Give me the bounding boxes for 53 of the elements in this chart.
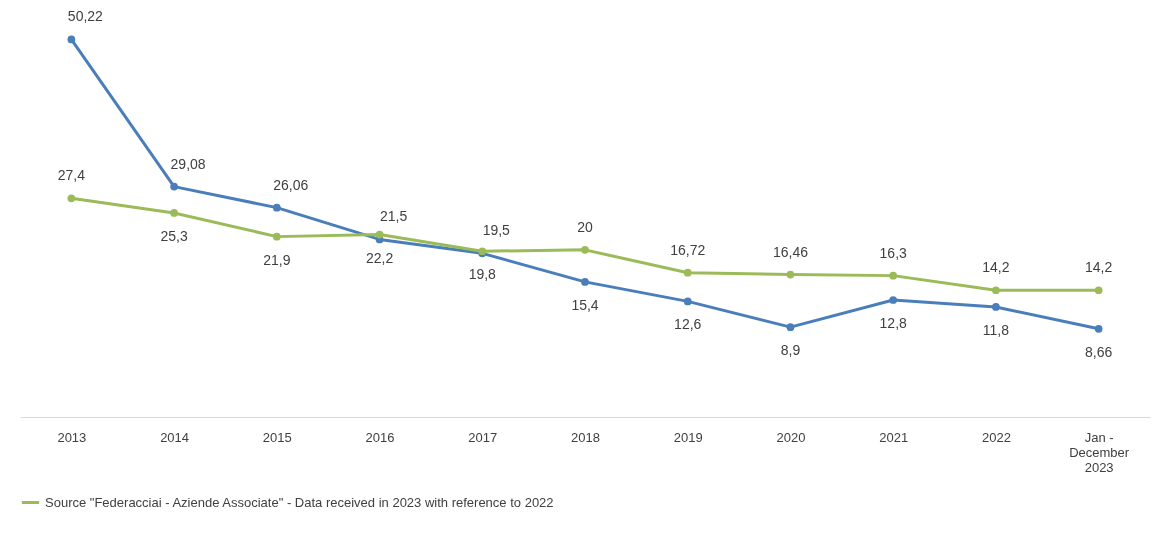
- data-label: 16,46: [772, 243, 809, 260]
- point: [1094, 286, 1103, 295]
- x-tick-label: 2015: [262, 429, 292, 445]
- x-tick-label: 2017: [468, 429, 498, 445]
- data-label: 50,22: [67, 8, 104, 25]
- data-label: 26,06: [273, 176, 309, 193]
- point: [992, 303, 1000, 311]
- x-tick-label: Jan - December 2023: [1069, 429, 1130, 475]
- point: [786, 323, 795, 332]
- data-label: 15,4: [571, 296, 599, 313]
- x-tick-label: 2013: [57, 429, 87, 445]
- point: [67, 35, 76, 44]
- data-label: 11,8: [982, 321, 1010, 338]
- x-tick-label: 2018: [571, 429, 600, 445]
- point: [889, 271, 898, 280]
- data-label: 14,2: [1085, 259, 1113, 276]
- point: [170, 182, 178, 191]
- point: [375, 230, 384, 239]
- point: [170, 209, 178, 217]
- point: [889, 296, 898, 304]
- point: [581, 245, 589, 254]
- point: [1094, 324, 1103, 333]
- x-tick-label: 2022: [981, 429, 1011, 445]
- x-tick-label: 2021: [879, 429, 909, 445]
- point: [272, 203, 281, 212]
- point: [67, 194, 76, 203]
- x-tick-label: 2016: [365, 429, 395, 445]
- data-label: 25,3: [160, 227, 188, 244]
- point: [683, 268, 692, 277]
- data-label: 21,5: [379, 208, 408, 225]
- data-label: 20: [577, 218, 593, 235]
- x-tick-label: 2020: [776, 429, 806, 445]
- x-tick-label: 2014: [160, 429, 190, 445]
- data-label: 16,72: [670, 241, 706, 258]
- point: [581, 278, 589, 286]
- data-label: 14,2: [982, 259, 1010, 276]
- point: [683, 297, 692, 306]
- data-label: 22,2: [365, 249, 394, 266]
- data-label: 12,8: [879, 315, 908, 331]
- data-label: 12,6: [674, 316, 702, 333]
- point: [992, 286, 1000, 295]
- data-label: 29,08: [170, 155, 206, 172]
- data-label: 16,3: [879, 244, 908, 261]
- data-label: 8,66: [1085, 343, 1113, 360]
- data-label: 8,9: [780, 342, 801, 359]
- data-label: 19,8: [468, 266, 497, 283]
- data-label: 19,5: [482, 222, 511, 239]
- x-tick-label: 2019: [673, 429, 703, 445]
- point: [272, 232, 281, 241]
- legend-label: Source "Federacciai - Aziende Associate" - Data received in 2023 with reference to 2022: [45, 494, 554, 510]
- data-label: 21,9: [263, 251, 291, 268]
- point: [786, 270, 795, 279]
- data-label: 27,4: [57, 167, 86, 184]
